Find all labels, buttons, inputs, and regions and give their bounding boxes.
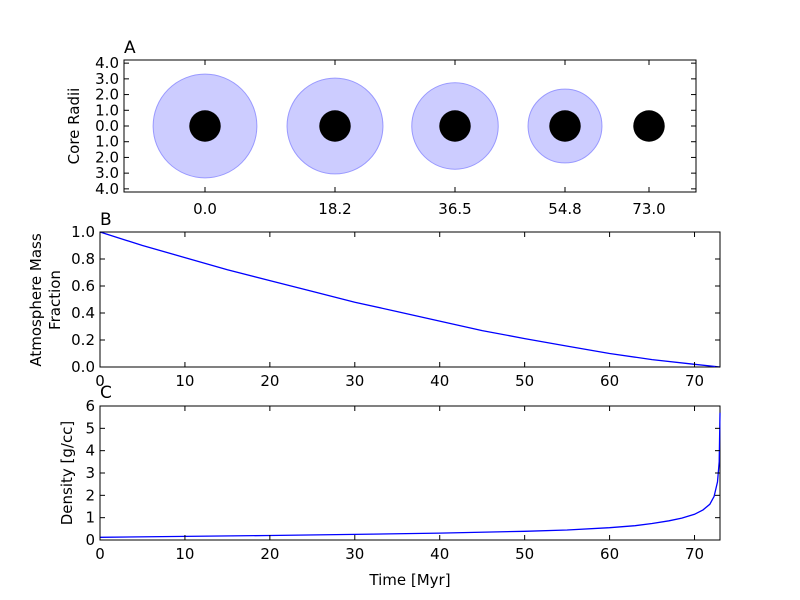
x-tick-label-4: 40 (430, 545, 449, 563)
panel-c-ylabel: Density [g/cc] (58, 421, 76, 526)
y-tick-label-7: 3.0 (95, 164, 119, 182)
panel-a-label: A (124, 38, 136, 58)
panel-b-x-ticks: 0 10 20 30 40 50 60 70 (95, 232, 704, 390)
panel-b-frame (99, 231, 721, 368)
y-tick-label-1: 3.0 (95, 70, 119, 88)
panel-a: 0.0 18.2 36.5 54.8 73.0 4.03.02.01.00.01.02.… (65, 38, 697, 218)
x-tick-label-1: 18.2 (318, 200, 351, 218)
core-1 (319, 110, 351, 142)
panel-b: 0 10 20 30 40 50 60 70 0.0 0.2 0.4 0.6 0.8 1.0 B Atm… (27, 210, 721, 390)
panel-c-label: C (100, 383, 112, 403)
x-tick-label-1: 10 (175, 372, 194, 390)
planets (152, 73, 665, 179)
y-tick-label-5: 5 (85, 419, 95, 437)
y-tick-label-2: 2 (85, 486, 95, 504)
x-tick-label-5: 50 (515, 545, 534, 563)
x-tick-label-3: 54.8 (548, 200, 581, 218)
panel-a-ylabel: Core Radii (65, 88, 83, 165)
y-tick-label-6: 6 (85, 397, 95, 415)
panel-c-frame (99, 405, 721, 541)
y-tick-label-3: 1.0 (95, 101, 119, 119)
y-tick-label-0: 0 (85, 531, 95, 549)
y-tick-label-0: 4.0 (95, 54, 119, 72)
y-tick-label-3: 0.6 (71, 277, 95, 295)
y-tick-label-2: 2.0 (95, 86, 119, 104)
x-tick-label-3: 30 (345, 545, 364, 563)
x-tick-label-2: 36.5 (438, 200, 471, 218)
core-3 (549, 110, 581, 142)
x-tick-label-4: 40 (430, 372, 449, 390)
panel-c-y-ticks: 0 1 2 3 4 5 6 (85, 397, 720, 549)
x-tick-label-7: 70 (685, 545, 704, 563)
core-4 (633, 110, 665, 142)
x-tick-label-1: 10 (175, 545, 194, 563)
panel-b-y-ticks: 0.0 0.2 0.4 0.6 0.8 1.0 (71, 223, 720, 376)
y-tick-label-5: 1.0 (71, 223, 95, 241)
panel-c-xlabel: Time [Myr] (368, 571, 450, 589)
x-tick-label-7: 70 (685, 372, 704, 390)
panel-b-ylabel-line-1: Fraction (46, 270, 64, 330)
x-tick-label-0: 0 (95, 545, 105, 563)
y-tick-label-5: 1.0 (95, 133, 119, 151)
y-tick-label-2: 0.4 (71, 304, 95, 322)
y-tick-label-4: 4 (85, 442, 95, 460)
y-tick-label-8: 4.0 (95, 180, 119, 198)
panel-a-y-ticks: 4.03.02.01.00.01.02.03.04.0 (95, 54, 696, 198)
y-tick-label-1: 0.2 (71, 331, 95, 349)
x-tick-label-6: 60 (600, 372, 619, 390)
x-tick-label-0: 0.0 (193, 200, 217, 218)
x-tick-label-6: 60 (600, 545, 619, 563)
y-tick-label-3: 3 (85, 464, 95, 482)
panel-c-x-ticks: 0 10 20 30 40 50 60 70 (95, 406, 704, 563)
atmosphere-mass-line (99, 231, 721, 368)
core-2 (439, 110, 471, 142)
core-0 (189, 110, 221, 142)
y-tick-label-1: 1 (85, 509, 95, 527)
density-line (99, 412, 721, 538)
y-tick-label-0: 0.0 (71, 358, 95, 376)
panel-b-ylabel: Atmosphere MassFraction (27, 233, 64, 367)
x-tick-label-0: 0 (95, 372, 105, 390)
x-tick-label-4: 73.0 (632, 200, 665, 218)
x-tick-label-5: 50 (515, 372, 534, 390)
y-tick-label-4: 0.8 (71, 250, 95, 268)
panel-b-ylabel-line-0: Atmosphere Mass (27, 233, 45, 367)
y-tick-label-6: 2.0 (95, 148, 119, 166)
x-tick-label-2: 20 (260, 545, 279, 563)
panel-b-label: B (100, 210, 112, 230)
x-tick-label-2: 20 (260, 372, 279, 390)
panel-a-x-ticks: 0.0 18.2 36.5 54.8 73.0 (193, 60, 666, 218)
y-tick-label-4: 0.0 (95, 117, 119, 135)
x-tick-label-3: 30 (345, 372, 364, 390)
